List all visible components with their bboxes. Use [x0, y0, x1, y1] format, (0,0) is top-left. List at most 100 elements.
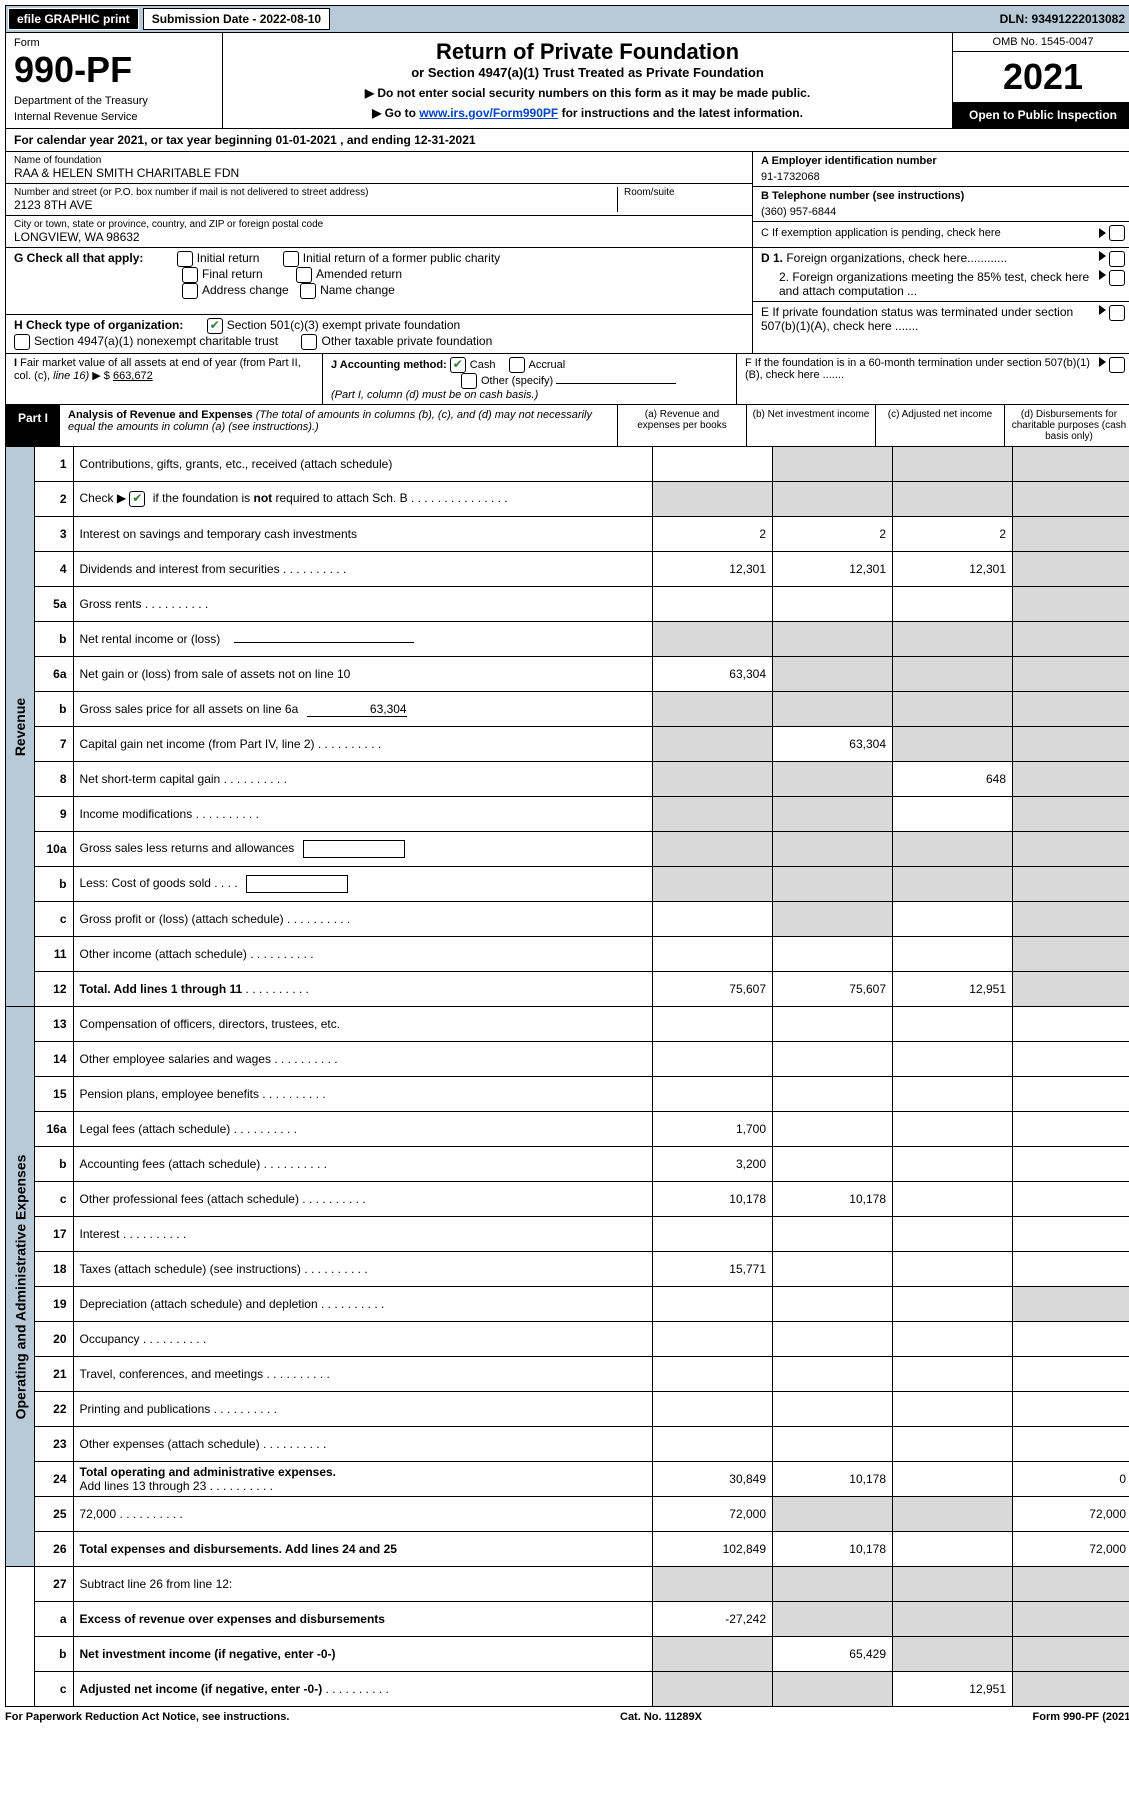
row-6a: 6aNet gain or (loss) from sale of assets…: [35, 657, 1129, 692]
revenue-table: 1Contributions, gifts, grants, etc., rec…: [35, 447, 1129, 1006]
g-opt-4: Address change: [202, 283, 289, 297]
fmv-i: I Fair market value of all assets at end…: [6, 354, 323, 404]
form-link[interactable]: www.irs.gov/Form990PF: [419, 106, 558, 120]
row-2: 2Check ▶ ✔ if the foundation is not requ…: [35, 482, 1129, 517]
arrow-icon: [1099, 270, 1106, 280]
addr-change-chk[interactable]: [182, 283, 198, 299]
row-5b: bNet rental income or (loss): [35, 622, 1129, 657]
row-19: 19Depreciation (attach schedule) and dep…: [35, 1287, 1129, 1322]
city-row: City or town, state or province, country…: [6, 216, 752, 247]
g-opt-1: Initial return of a former public charit…: [303, 251, 500, 265]
form-number: 990-PF: [14, 49, 214, 91]
row-11: 11Other income (attach schedule): [35, 937, 1129, 972]
e-row: E If private foundation status was termi…: [753, 302, 1129, 336]
h-label: H Check type of organization:: [14, 318, 183, 332]
cash-chk[interactable]: ✔: [450, 357, 466, 373]
row-23: 23Other expenses (attach schedule): [35, 1427, 1129, 1462]
c-cell: C If exemption application is pending, c…: [753, 222, 1129, 244]
row-16c: cOther professional fees (attach schedul…: [35, 1182, 1129, 1217]
name-value: RAA & HELEN SMITH CHARITABLE FDN: [14, 166, 744, 180]
blank-vert: [6, 1567, 35, 1706]
g-opt-3: Amended return: [316, 267, 402, 281]
top-bar: efile GRAPHIC print Submission Date - 20…: [5, 5, 1129, 33]
efile-btn[interactable]: efile GRAPHIC print: [8, 8, 139, 30]
row-16a: 16aLegal fees (attach schedule) 1,700: [35, 1112, 1129, 1147]
accrual-chk[interactable]: [509, 357, 525, 373]
row-10c: cGross profit or (loss) (attach schedule…: [35, 902, 1129, 937]
tax-year: 2021: [953, 52, 1129, 102]
arrow-icon: [1099, 305, 1106, 315]
irs: Internal Revenue Service: [14, 111, 214, 123]
row-14: 14Other employee salaries and wages: [35, 1042, 1129, 1077]
note2-suffix: for instructions and the latest informat…: [558, 106, 803, 120]
row-25: 2572,000 72,00072,000: [35, 1497, 1129, 1532]
form-title-block: Return of Private Foundation or Section …: [223, 33, 952, 128]
room-label: Room/suite: [624, 187, 744, 198]
row-8: 8Net short-term capital gain 648: [35, 762, 1129, 797]
city-value: LONGVIEW, WA 98632: [14, 230, 744, 244]
row-7: 7Capital gain net income (from Part IV, …: [35, 727, 1129, 762]
501c3-chk[interactable]: ✔: [207, 318, 223, 334]
4947-chk[interactable]: [14, 334, 30, 350]
tel-cell: B Telephone number (see instructions) (3…: [753, 187, 1129, 222]
part1-label: Part I: [6, 405, 60, 446]
name-change-chk[interactable]: [300, 283, 316, 299]
final-return-chk[interactable]: [182, 267, 198, 283]
row-9: 9Income modifications: [35, 797, 1129, 832]
amended-chk[interactable]: [296, 267, 312, 283]
arrow-icon: [1099, 251, 1106, 261]
initial-former-chk[interactable]: [283, 251, 299, 267]
row-13: 13Compensation of officers, directors, t…: [35, 1007, 1129, 1042]
arrow-icon: [1099, 228, 1106, 238]
row-27: 27Subtract line 26 from line 12:: [35, 1567, 1129, 1602]
other-label: Other (specify): [481, 375, 553, 387]
col-b: (b) Net investment income: [746, 405, 875, 446]
c-label: C If exemption application is pending, c…: [761, 227, 1096, 239]
title: Return of Private Foundation: [243, 39, 932, 65]
d2-chk[interactable]: [1109, 270, 1125, 286]
row-6b: bGross sales price for all assets on lin…: [35, 692, 1129, 727]
f-row: F If the foundation is in a 60-month ter…: [736, 354, 1129, 404]
row-10b: bLess: Cost of goods sold . . . .: [35, 867, 1129, 902]
row-26: 26Total expenses and disbursements. Add …: [35, 1532, 1129, 1567]
row-21: 21Travel, conferences, and meetings: [35, 1357, 1129, 1392]
dln: DLN: 93491222013082: [1000, 12, 1129, 26]
d1-chk[interactable]: [1109, 251, 1125, 267]
fmv-value: 663,672: [113, 370, 153, 382]
row-27a: aExcess of revenue over expenses and dis…: [35, 1602, 1129, 1637]
arrow-icon: [1099, 357, 1106, 367]
expenses-label: Operating and Administrative Expenses: [6, 1007, 35, 1566]
note2: ▶ Go to www.irs.gov/Form990PF for instru…: [243, 106, 932, 120]
part1-desc: Analysis of Revenue and Expenses (The to…: [60, 405, 617, 446]
other-chk[interactable]: [461, 373, 477, 389]
revenue-label: Revenue: [6, 447, 35, 1006]
note1: ▶ Do not enter social security numbers o…: [243, 86, 932, 100]
row-16b: bAccounting fees (attach schedule) 3,200: [35, 1147, 1129, 1182]
row-24: 24Total operating and administrative exp…: [35, 1462, 1129, 1497]
schb-chk[interactable]: ✔: [129, 491, 145, 507]
other-tax-chk[interactable]: [301, 334, 317, 350]
row-1: 1Contributions, gifts, grants, etc., rec…: [35, 447, 1129, 482]
e-chk[interactable]: [1109, 305, 1125, 321]
d-row: D 1. Foreign organizations, check here..…: [753, 248, 1129, 302]
name-label: Name of foundation: [14, 155, 744, 166]
ein-label: A Employer identification number: [761, 155, 937, 167]
cash-label: Cash: [470, 359, 496, 371]
g-opt-5: Name change: [320, 283, 395, 297]
g-opt-2: Final return: [202, 267, 263, 281]
row-22: 22Printing and publications: [35, 1392, 1129, 1427]
open-public: Open to Public Inspection: [953, 102, 1129, 128]
col-a: (a) Revenue and expenses per books: [617, 405, 746, 446]
note2-prefix: ▶ Go to: [372, 106, 419, 120]
ein-cell: A Employer identification number 91-1732…: [753, 152, 1129, 187]
h1-label: Section 501(c)(3) exempt private foundat…: [227, 318, 460, 332]
row-5a: 5aGross rents: [35, 587, 1129, 622]
row-4: 4Dividends and interest from securities …: [35, 552, 1129, 587]
subtitle: or Section 4947(a)(1) Trust Treated as P…: [243, 65, 932, 80]
f-chk[interactable]: [1109, 357, 1125, 373]
row-3: 3Interest on savings and temporary cash …: [35, 517, 1129, 552]
c-checkbox[interactable]: [1109, 225, 1125, 241]
header-right: OMB No. 1545-0047 2021 Open to Public In…: [952, 33, 1129, 128]
initial-return-chk[interactable]: [177, 251, 193, 267]
form-identity: Form 990-PF Department of the Treasury I…: [6, 33, 223, 128]
